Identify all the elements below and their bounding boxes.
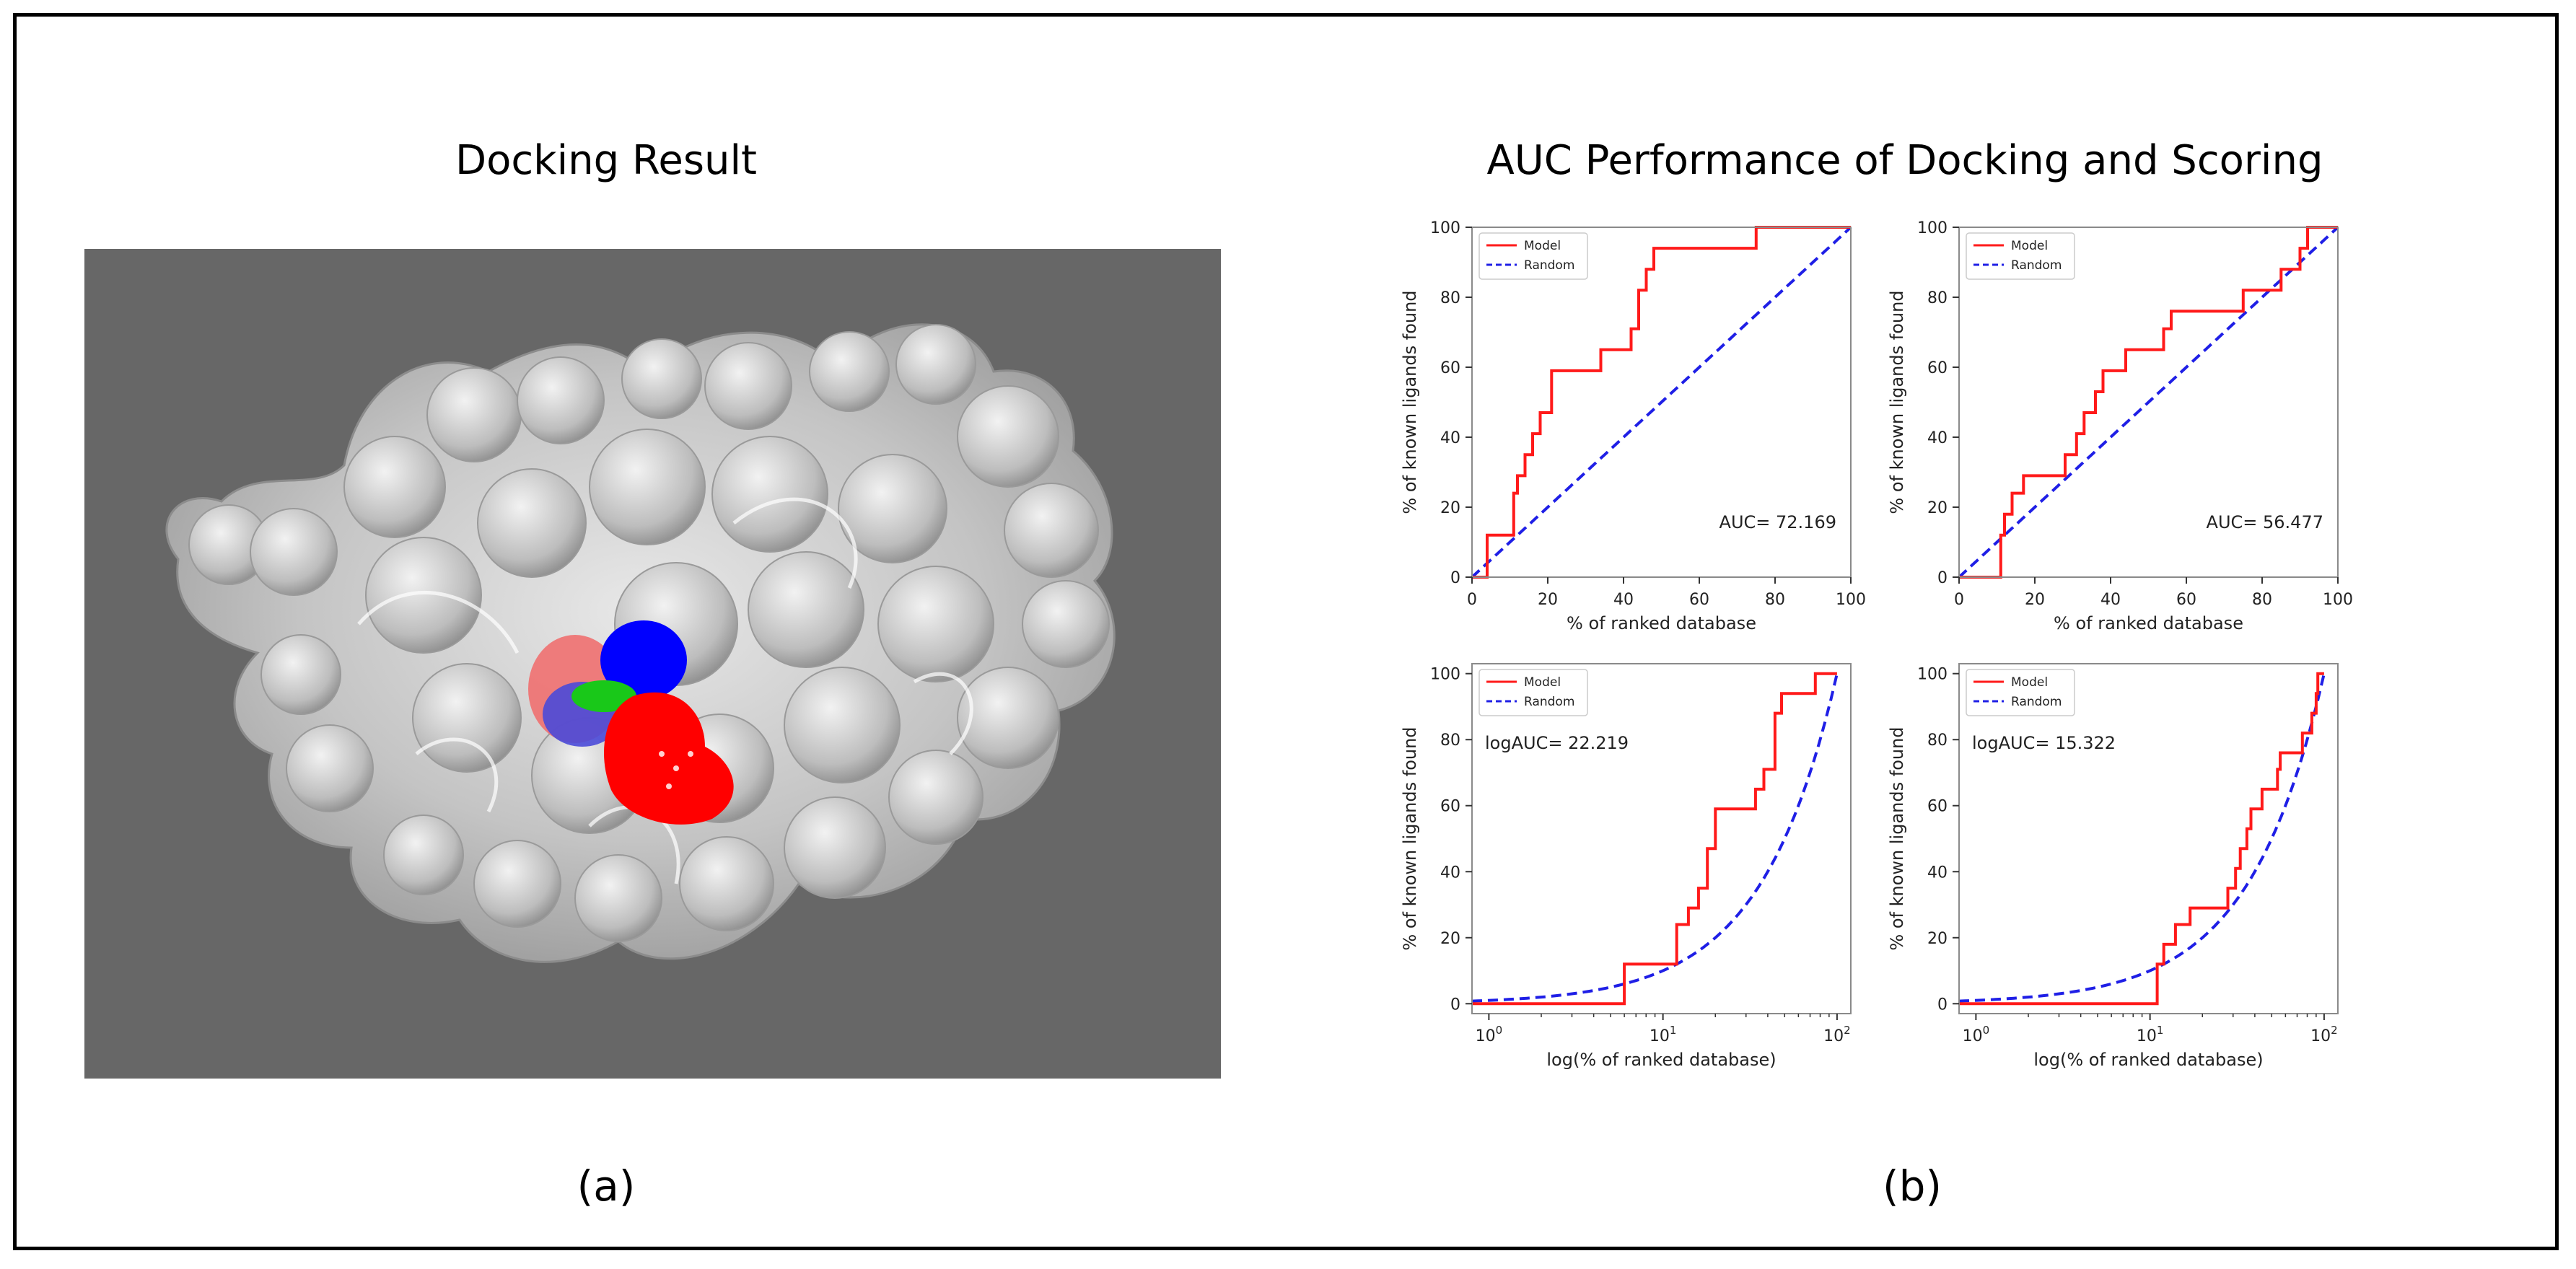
x-tick-label: 101 [2137, 1024, 2164, 1045]
auc-chart-2: 0 20 40 60 80 100 0 20 40 60 80 100 % of ranked data… [1887, 219, 2353, 633]
y-axis-label: % of known ligands found [1400, 290, 1420, 514]
y-tick-label: 40 [1440, 864, 1460, 882]
y-tick-label: 60 [1927, 798, 1948, 816]
legend-random-label: Random [2011, 695, 2062, 709]
legend-random-label: Random [1524, 258, 1574, 273]
axes-frame [1471, 663, 1852, 1014]
y-tick-label: 40 [1927, 864, 1948, 882]
x-tick-label: 0 [1954, 591, 1964, 609]
model-line [1959, 226, 2338, 579]
y-tick-label: 80 [1927, 289, 1948, 307]
y-tick-label: 20 [1927, 930, 1948, 948]
x-tick-exponent: 1 [2157, 1024, 2164, 1037]
x-tick-label: 40 [2100, 591, 2121, 609]
legend-model-label: Model [1524, 675, 1561, 690]
x-tick-label: 100 [2323, 591, 2353, 609]
random-line [1958, 226, 2339, 579]
y-tick-label: 20 [1927, 499, 1948, 517]
y-tick-label: 60 [1440, 359, 1460, 377]
x-tick-exponent: 2 [1844, 1024, 1851, 1037]
y-tick-label: 0 [1937, 996, 1948, 1014]
y-tick-label: 100 [1917, 666, 1948, 684]
x-tick-exponent: 0 [1983, 1024, 1990, 1037]
auc-chart-1: 0 20 40 60 80 100 0 20 40 60 80 100 % of ranked data… [1400, 219, 1866, 633]
x-tick-label: 100 [1836, 591, 1866, 609]
axes-frame [1958, 227, 2339, 578]
logauc-annotation: logAUC= 15.322 [1972, 733, 2116, 753]
y-tick-label: 60 [1440, 798, 1460, 816]
legend: Model Random [1966, 232, 2075, 280]
x-tick-label: 0 [1467, 591, 1477, 609]
model-line [1472, 672, 1837, 1006]
model-line [1472, 226, 1851, 579]
x-axis-label: log(% of ranked database) [1546, 1050, 1776, 1070]
y-tick-label: 0 [1937, 569, 1948, 587]
x-tick-label: 20 [1538, 591, 1558, 609]
x-tick-label: 101 [1650, 1024, 1677, 1045]
x-tick-label: 80 [1765, 591, 1785, 609]
random-line [1471, 673, 1839, 1003]
axes-frame [1471, 227, 1852, 578]
random-line [1958, 673, 2326, 1003]
x-tick-label: 100 [1476, 1024, 1503, 1045]
legend: Model Random [1478, 669, 1588, 716]
y-tick-label: 60 [1927, 359, 1948, 377]
panel-b-title: AUC Performance of Docking and Scoring [1486, 137, 2323, 184]
y-tick-label: 100 [1430, 219, 1460, 237]
y-tick-label: 40 [1440, 429, 1460, 447]
legend-model-label: Model [2011, 239, 2048, 253]
auc-annotation: AUC= 72.169 [1719, 512, 1836, 532]
legend: Model Random [1478, 232, 1588, 280]
x-axis-label: % of ranked database [2054, 613, 2243, 633]
x-tick-label: 20 [2025, 591, 2045, 609]
y-tick-label: 80 [1440, 289, 1460, 307]
legend-model-label: Model [1524, 239, 1561, 253]
x-axis-label: % of ranked database [1567, 613, 1756, 633]
ligand [528, 620, 734, 825]
x-tick-label: 102 [1823, 1024, 1851, 1045]
panel-a-caption: (a) [577, 1162, 636, 1211]
protein-docking-image [84, 249, 1221, 1079]
x-tick-label: 80 [2252, 591, 2272, 609]
x-axis-label: log(% of ranked database) [2033, 1050, 2263, 1070]
axes-frame [1958, 663, 2339, 1014]
x-tick-label: 100 [1963, 1024, 1990, 1045]
x-tick-label: 40 [1613, 591, 1634, 609]
panel-b-caption: (b) [1882, 1162, 1942, 1211]
y-tick-label: 40 [1927, 429, 1948, 447]
y-tick-label: 80 [1440, 732, 1460, 750]
auc-annotation: AUC= 56.477 [2207, 512, 2323, 532]
y-axis-label: % of known ligands found [1887, 726, 1907, 950]
x-tick-label: 102 [2310, 1024, 2338, 1045]
legend-random-label: Random [2011, 258, 2062, 273]
legend-model-label: Model [2011, 675, 2048, 690]
x-tick-exponent: 0 [1496, 1024, 1503, 1037]
model-line [1959, 672, 2324, 1006]
panel-a-title: Docking Result [455, 137, 758, 184]
y-axis-label: % of known ligands found [1400, 726, 1420, 950]
x-tick-label: 60 [2176, 591, 2196, 609]
y-tick-label: 20 [1440, 499, 1460, 517]
y-tick-label: 100 [1917, 219, 1948, 237]
random-line [1471, 226, 1852, 579]
logauc-annotation: logAUC= 22.219 [1485, 733, 1629, 753]
y-tick-label: 100 [1430, 666, 1460, 684]
legend-random-label: Random [1524, 695, 1574, 709]
x-tick-label: 60 [1689, 591, 1709, 609]
y-tick-label: 0 [1450, 996, 1460, 1014]
y-tick-label: 20 [1440, 930, 1460, 948]
y-tick-label: 0 [1450, 569, 1460, 587]
y-axis-label: % of known ligands found [1887, 290, 1907, 514]
x-tick-exponent: 2 [2331, 1024, 2338, 1037]
figure-frame [13, 13, 2559, 1250]
y-tick-label: 80 [1927, 732, 1948, 750]
x-tick-exponent: 1 [1670, 1024, 1677, 1037]
legend: Model Random [1966, 669, 2075, 716]
